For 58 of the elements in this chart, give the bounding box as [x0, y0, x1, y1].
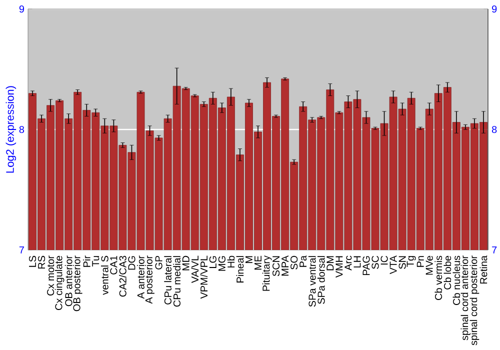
x-tick-label: Hb: [227, 256, 235, 268]
x-tick-label: LS: [28, 256, 36, 267]
x-tick-label: Arc: [344, 256, 352, 270]
x-tick-label: Pituitary: [262, 255, 272, 291]
x-tick-label: Retina: [480, 255, 488, 284]
x-tick-label: SPa ventral: [308, 256, 316, 307]
x-tick-label: OB posterior: [72, 256, 82, 312]
x-tick-label: DM: [326, 256, 334, 270]
x-tick-label: M: [246, 256, 252, 263]
x-tick-label: MG: [218, 256, 226, 271]
x-tick-label: MPA: [282, 255, 288, 276]
x-tick-label: OB anterior: [64, 256, 72, 306]
x-tick-label: ME: [254, 256, 262, 270]
y2-tick-label: 8: [492, 126, 497, 134]
x-tick-label: SC: [372, 256, 379, 269]
x-tick-label: GP: [155, 256, 162, 270]
x-tick-label: VMH: [336, 256, 343, 278]
y2-tick-label: 7: [492, 246, 497, 254]
x-tick-label: RS: [38, 256, 46, 269]
x-tick-label: Pa: [300, 255, 307, 267]
x-tick-label: CPu lateral: [164, 256, 172, 304]
x-tick-label: ventral S: [101, 256, 108, 295]
y-tick-label: 8: [19, 126, 24, 134]
x-tick-label: CA2/CA3: [119, 256, 126, 297]
x-tick-label: Pn: [416, 256, 424, 267]
x-tick-label: MVe: [426, 256, 433, 275]
x-tick-label: CPu medial: [173, 256, 180, 307]
x-tick-label: LH: [354, 256, 361, 268]
x-tick-label: Cb nucleus: [452, 256, 460, 305]
y-axis-title: Log2 (expression): [6, 86, 16, 173]
x-tick-label: SO: [290, 256, 298, 270]
x-tick-label: Cb vermis: [434, 256, 442, 300]
x-tick-label: MD: [182, 256, 190, 270]
x-tick-label: Pineal: [236, 256, 244, 282]
x-tick-label: PAG: [362, 256, 370, 276]
x-tick-label: SN: [398, 256, 406, 269]
x-tick-label: spinal cord anterior: [460, 256, 470, 340]
x-tick-label: Cb lobe: [444, 256, 452, 290]
x-tick-label: VA/VL: [191, 256, 199, 284]
x-tick-label: A posterior: [145, 256, 154, 304]
x-tick-label: Tu: [92, 256, 100, 267]
y-tick-label: 7: [19, 246, 24, 254]
x-tick-label: IC: [380, 256, 388, 265]
x-tick-label: SPa dorsal: [317, 256, 325, 304]
x-tick-label: Tg: [406, 256, 416, 267]
x-tick-label: spinal cord posterior: [470, 256, 480, 346]
x-tick-label: LG: [209, 256, 216, 268]
x-tick-label: SCN: [272, 256, 280, 276]
x-tick-label: Cx motor: [47, 256, 54, 296]
x-tick-label: VTA: [390, 255, 397, 274]
x-tick-label: Pir: [83, 256, 90, 267]
y-tick-label: 9: [19, 5, 24, 13]
x-tick-label: A anterior: [137, 256, 144, 299]
y2-tick-label: 9: [492, 5, 497, 13]
x-tick-label: Cx cingulate: [54, 256, 64, 310]
x-tick-label: DG: [128, 256, 136, 270]
x-tick-label: VPM/VPL: [200, 256, 208, 299]
x-tick-label: CA1: [110, 256, 118, 274]
